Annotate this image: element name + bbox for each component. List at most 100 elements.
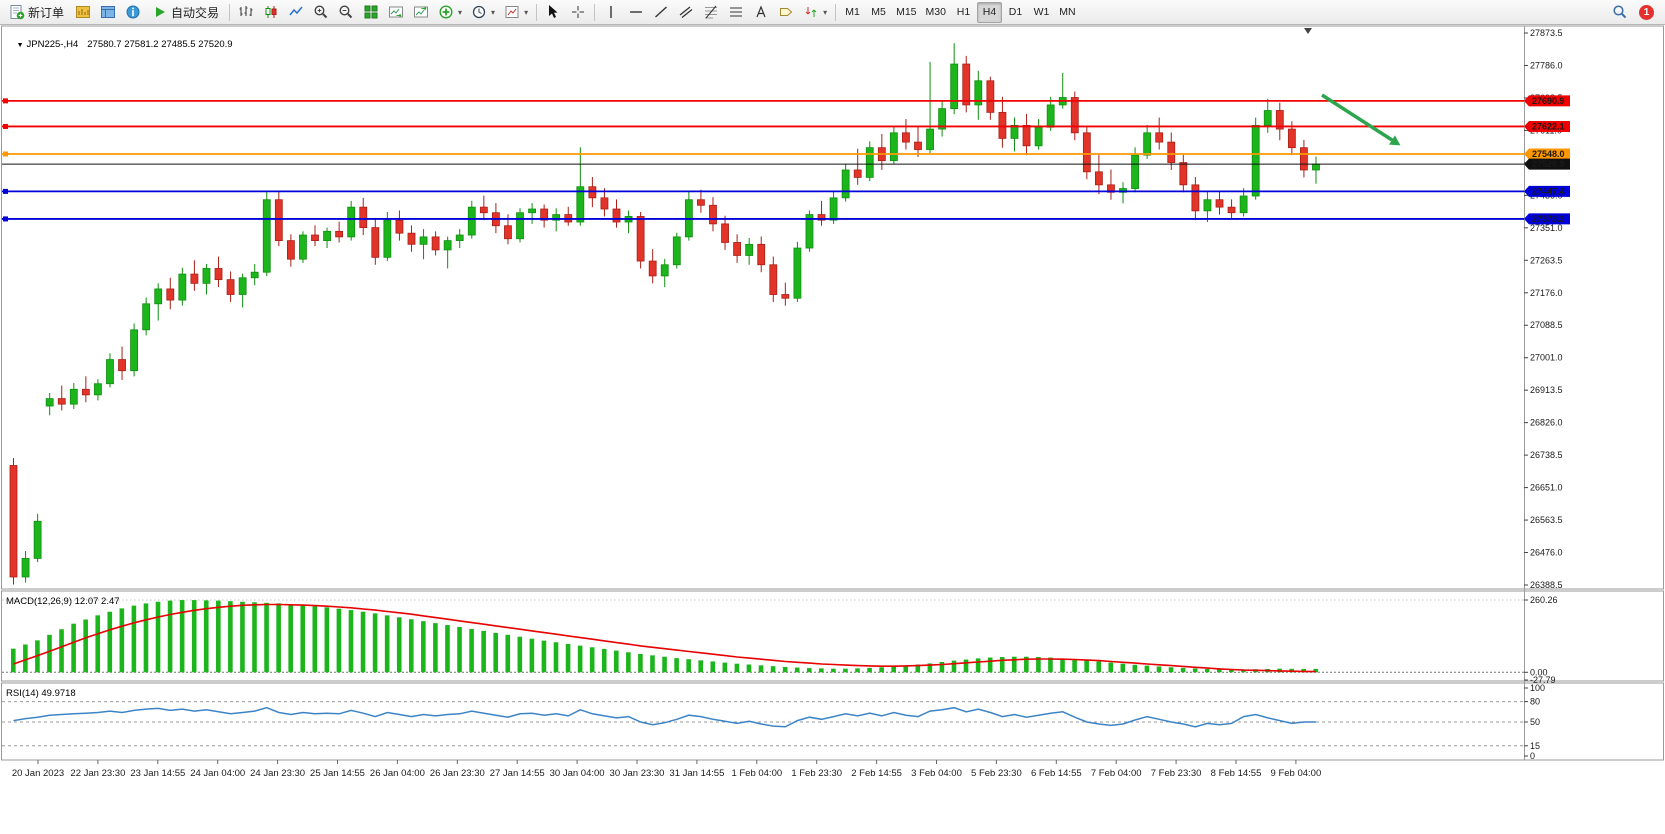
market-watch-button[interactable] [71, 2, 95, 23]
level-line-27373.3[interactable]: 27373.3 [2, 213, 1570, 225]
ohlc-values: 27580.7 27581.2 27485.5 27520.9 [87, 39, 233, 50]
indicators-icon [439, 5, 453, 19]
indicators-button[interactable]: ▾ [434, 2, 466, 23]
auto-scroll-button[interactable] [384, 2, 408, 23]
level-line-27447.4[interactable]: 27447.4 [2, 185, 1570, 197]
market-watch-icon [76, 6, 91, 18]
level-line-27548.0[interactable]: 27548.0 [2, 148, 1570, 160]
svg-text:3 Feb 04:00: 3 Feb 04:00 [911, 768, 962, 779]
bar-chart-button[interactable] [234, 2, 258, 23]
timeframe-w1-button[interactable]: W1 [1029, 2, 1054, 23]
navigator-button[interactable] [121, 2, 145, 23]
svg-text:27 Jan 14:55: 27 Jan 14:55 [490, 768, 545, 779]
crosshair-button[interactable] [566, 2, 590, 23]
chart-window[interactable]: 27873.527786.027698.527611.027523.527436… [0, 24, 1665, 834]
templates-button[interactable]: ▾ [500, 2, 532, 23]
svg-text:7 Feb 04:00: 7 Feb 04:00 [1091, 768, 1142, 779]
level-line-27622.1[interactable]: 27622.1 [2, 120, 1570, 132]
toolbar-separator [594, 3, 596, 21]
timeframe-d1-button[interactable]: D1 [1003, 2, 1028, 23]
svg-text:26563.5: 26563.5 [1530, 515, 1563, 525]
text-icon [756, 5, 766, 18]
fibonacci-button[interactable] [699, 2, 723, 23]
horizontal-line-button[interactable] [624, 2, 648, 23]
cursor-icon [549, 5, 558, 18]
timeframe-mn-button[interactable]: MN [1055, 2, 1080, 23]
price-badge-27622.1 [1524, 120, 1570, 132]
toolbar-separator [229, 3, 231, 21]
vertical-line-icon [610, 6, 612, 18]
price-badge-27548.0 [1524, 148, 1570, 160]
time-axis[interactable]: 20 Jan 2023 22 Jan 23:30 23 Jan 14:55 24 Ja… [12, 760, 1321, 779]
new-order-button[interactable]: 新订单 [3, 2, 70, 23]
zoom-in-icon [314, 5, 328, 19]
current-price-line: 27520.9 [2, 158, 1570, 170]
vertical-line-button[interactable] [599, 2, 623, 23]
timeframe-m1-button[interactable]: M1 [840, 2, 865, 23]
level-line-27690.9[interactable]: 27690.9 [2, 95, 1570, 107]
svg-text:6 Feb 14:55: 6 Feb 14:55 [1031, 768, 1082, 779]
svg-text:26913.5: 26913.5 [1530, 385, 1563, 395]
svg-text:27373.3: 27373.3 [1532, 214, 1565, 224]
zoom-out-button[interactable] [334, 2, 358, 23]
svg-text:27001.0: 27001.0 [1530, 353, 1563, 363]
line-chart-icon [289, 6, 303, 16]
svg-text:26388.5: 26388.5 [1530, 580, 1563, 590]
svg-text:27520.9: 27520.9 [1532, 159, 1565, 169]
svg-text:80: 80 [1530, 697, 1540, 707]
svg-text:25 Jan 14:55: 25 Jan 14:55 [310, 768, 365, 779]
line-chart-button[interactable] [284, 2, 308, 23]
tile-windows-button[interactable] [359, 2, 383, 23]
svg-text:27873.5: 27873.5 [1530, 28, 1563, 38]
arrows-icon [805, 7, 817, 17]
chart-shift-marker[interactable] [1304, 28, 1312, 34]
macd-signal-line [13, 603, 1316, 673]
timeframe-h4-button[interactable]: H4 [976, 1, 1002, 23]
search-button[interactable] [1608, 2, 1632, 23]
collapse-triangle-icon: ▼ [16, 42, 24, 49]
label-button[interactable] [774, 2, 798, 23]
chevron-down-icon: ▾ [458, 7, 463, 17]
svg-text:27176.0: 27176.0 [1530, 288, 1563, 298]
chart-shift-button[interactable] [409, 2, 433, 23]
toolbar-separator [536, 3, 538, 21]
arrows-button[interactable]: ▾ [799, 2, 831, 23]
channel-button[interactable] [674, 2, 698, 23]
autotrading-icon [156, 7, 166, 17]
svg-text:30 Jan 23:30: 30 Jan 23:30 [610, 768, 665, 779]
zoom-in-button[interactable] [309, 2, 333, 23]
timeframe-m30-button[interactable]: M30 [922, 2, 950, 23]
channel-icon [679, 6, 693, 19]
periods-button[interactable]: ▾ [467, 2, 499, 23]
autotrading-button[interactable]: 自动交易 [146, 2, 225, 23]
chevron-down-icon: ▾ [823, 7, 828, 17]
svg-text:50: 50 [1530, 717, 1540, 727]
notification-badge[interactable]: 1 [1639, 4, 1654, 20]
text-button[interactable] [749, 2, 773, 23]
price-axis[interactable]: 27873.527786.027698.527611.027523.527436… [1524, 28, 1563, 590]
rsi-line [13, 706, 1316, 728]
chart-canvas[interactable]: 27873.527786.027698.527611.027523.527436… [0, 24, 1665, 834]
timeframe-m15-button[interactable]: M15 [892, 2, 920, 23]
trendline-button[interactable] [649, 2, 673, 23]
svg-text:27622.1: 27622.1 [1532, 121, 1565, 131]
data-window-button[interactable] [96, 2, 120, 23]
svg-text:24 Jan 23:30: 24 Jan 23:30 [250, 768, 305, 779]
parallel-lines-button[interactable] [724, 2, 748, 23]
symbol-name: JPN225-,H4 [26, 39, 79, 50]
timeframe-m5-button[interactable]: M5 [866, 2, 891, 23]
candles [9, 43, 1320, 585]
chevron-down-icon: ▾ [524, 7, 529, 17]
svg-text:20 Jan 2023: 20 Jan 2023 [12, 768, 64, 779]
search-icon [1613, 5, 1627, 19]
timeframe-h1-button[interactable]: H1 [951, 2, 976, 23]
svg-text:27690.9: 27690.9 [1532, 96, 1565, 106]
trend-arrow[interactable] [1321, 93, 1401, 146]
cursor-button[interactable] [541, 2, 565, 23]
navigator-icon [126, 5, 140, 19]
svg-text:30 Jan 04:00: 30 Jan 04:00 [550, 768, 605, 779]
svg-text:15: 15 [1530, 741, 1540, 751]
svg-text:26826.0: 26826.0 [1530, 418, 1563, 428]
candlestick-chart-button[interactable] [259, 2, 283, 23]
